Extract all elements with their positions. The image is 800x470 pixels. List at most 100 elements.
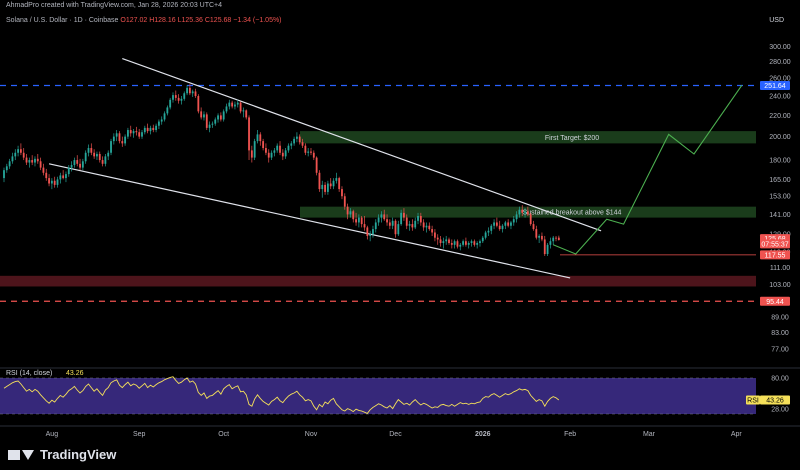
candle-body bbox=[270, 152, 273, 158]
candle-body bbox=[445, 239, 448, 242]
candle-body bbox=[118, 133, 121, 142]
projection-path bbox=[552, 84, 743, 255]
candle-body bbox=[132, 131, 135, 134]
candle-body bbox=[357, 217, 360, 223]
price-badge bbox=[760, 239, 790, 249]
candle-body bbox=[183, 93, 186, 99]
candle-body bbox=[208, 124, 211, 128]
candle-body bbox=[405, 217, 408, 226]
candle-body bbox=[110, 141, 112, 153]
candle-body bbox=[557, 237, 560, 241]
time-axis-label: Apr bbox=[731, 431, 743, 438]
candle-body bbox=[484, 232, 487, 238]
time-axis-label: Nov bbox=[305, 431, 318, 438]
candle-body bbox=[87, 148, 90, 153]
candle-body bbox=[372, 229, 374, 235]
candle-body bbox=[214, 119, 217, 124]
candle-body bbox=[281, 152, 284, 157]
candle-body bbox=[73, 160, 76, 166]
candle-body bbox=[93, 152, 96, 157]
candle-body bbox=[518, 209, 521, 215]
candle-body bbox=[341, 189, 343, 197]
candle-body bbox=[31, 160, 34, 163]
candle-body bbox=[152, 127, 155, 131]
candle-body bbox=[442, 241, 445, 244]
candle-body bbox=[205, 114, 208, 128]
candle-body bbox=[262, 141, 265, 149]
candle-body bbox=[70, 165, 73, 168]
candle-body bbox=[529, 214, 532, 225]
time-axis-label: Aug bbox=[46, 431, 59, 438]
candle-body bbox=[453, 241, 456, 245]
candle-body bbox=[267, 152, 270, 158]
candle-body bbox=[326, 183, 329, 192]
candle-body bbox=[363, 224, 366, 228]
candle-body bbox=[456, 241, 459, 247]
candle-body bbox=[22, 152, 25, 158]
candle-body bbox=[459, 244, 462, 247]
candle-body bbox=[450, 243, 453, 245]
candle-body bbox=[470, 241, 473, 244]
candle-body bbox=[250, 150, 253, 158]
candle-body bbox=[25, 157, 28, 163]
candle-body bbox=[62, 175, 65, 179]
candle-body bbox=[473, 241, 476, 245]
candle-body bbox=[219, 115, 222, 120]
candle-body bbox=[476, 243, 479, 245]
channel-lower-line bbox=[48, 163, 571, 279]
candle-body bbox=[39, 161, 42, 168]
currency-label[interactable]: USD bbox=[769, 17, 784, 24]
candle-body bbox=[343, 196, 346, 207]
price-axis-tick: 180.00 bbox=[769, 158, 791, 165]
candle-body bbox=[65, 174, 67, 179]
candle-body bbox=[386, 219, 388, 223]
candle-body bbox=[101, 160, 104, 164]
tradingview-logo-icon bbox=[8, 448, 34, 462]
price-axis-tick: 103.00 bbox=[769, 282, 791, 289]
candle-body bbox=[200, 111, 203, 118]
candle-body bbox=[256, 134, 259, 142]
rsi-line bbox=[3, 376, 560, 414]
candle-body bbox=[428, 225, 431, 230]
candle-body bbox=[479, 241, 481, 244]
time-axis-label: Sep bbox=[133, 431, 146, 438]
price-badge-label: 07:55:37 bbox=[761, 241, 788, 248]
time-axis-label: Oct bbox=[218, 431, 229, 438]
candle-body bbox=[498, 225, 501, 230]
candle-body bbox=[42, 167, 45, 173]
candle-body bbox=[248, 117, 250, 151]
price-badge bbox=[760, 80, 790, 90]
candle-body bbox=[177, 97, 180, 101]
rsi-value-badge-label: 43.26 bbox=[766, 398, 784, 405]
rsi-name-badge bbox=[746, 395, 760, 405]
candle-body bbox=[414, 220, 417, 228]
rsi-value-badge bbox=[760, 395, 790, 405]
candle-body bbox=[549, 241, 552, 245]
candle-body bbox=[301, 142, 304, 146]
price-axis-tick: 141.00 bbox=[769, 212, 791, 219]
candle-body bbox=[225, 106, 228, 112]
candle-body bbox=[467, 243, 470, 245]
candle-body bbox=[53, 180, 56, 185]
candle-body bbox=[50, 180, 53, 184]
candle-body bbox=[166, 107, 169, 114]
price-badge bbox=[760, 296, 790, 306]
ohlc-values: O127.02 H128.16 L125.36 C125.68 −1.34 (−… bbox=[120, 17, 282, 24]
candle-body bbox=[287, 145, 290, 151]
candle-body bbox=[541, 235, 543, 240]
candle-body bbox=[197, 96, 200, 112]
candle-body bbox=[369, 234, 372, 236]
candle-body bbox=[380, 214, 383, 218]
candle-body bbox=[295, 136, 298, 139]
candle-body bbox=[355, 219, 357, 223]
candle-body bbox=[265, 148, 267, 153]
price-axis-tick: 153.00 bbox=[769, 194, 791, 201]
candle-body bbox=[431, 229, 434, 233]
candle-body bbox=[352, 211, 355, 220]
candle-body bbox=[346, 206, 349, 215]
price-axis-tick: 240.00 bbox=[769, 94, 791, 101]
candle-body bbox=[315, 157, 318, 173]
candle-body bbox=[67, 167, 70, 175]
candle-body bbox=[253, 141, 256, 158]
